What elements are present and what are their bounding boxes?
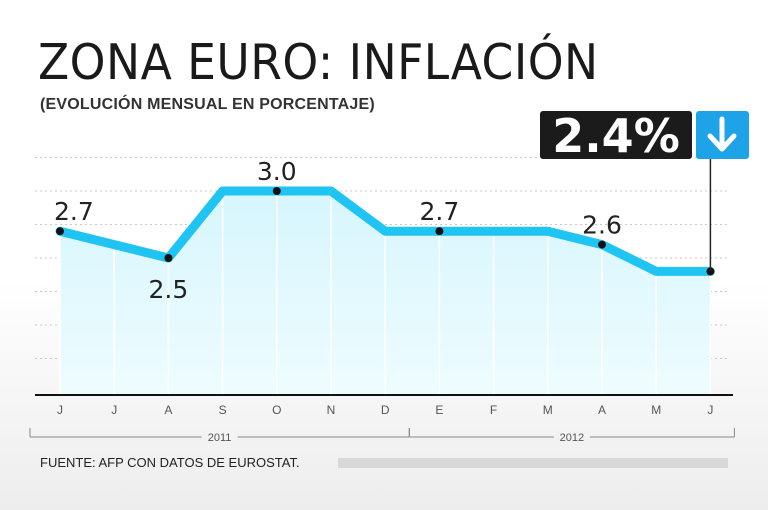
- arrow-head: [707, 133, 737, 152]
- x-tick-label: A: [164, 403, 172, 417]
- data-point: [56, 227, 64, 236]
- data-label: 2.7: [420, 197, 460, 226]
- area-layer: [59, 191, 712, 395]
- chart-title: ZONA EURO: INFLACIÓN: [38, 34, 599, 91]
- data-label: 2.7: [54, 197, 94, 226]
- data-point: [164, 254, 173, 262]
- x-tick-label: F: [490, 403, 497, 417]
- chart-subtitle: (EVOLUCIÓN MENSUAL EN PORCENTAJE): [40, 96, 375, 113]
- x-tick-label: S: [219, 403, 227, 417]
- data-labels: 2.7 2.5 3.0 2.7 2.6: [54, 157, 622, 304]
- x-tick-label: M: [651, 403, 661, 417]
- source-note: FUENTE: AFP CON DATOS DE EUROSTAT.: [40, 455, 300, 470]
- x-tick-label: M: [543, 403, 553, 417]
- data-point: [435, 227, 444, 236]
- x-tick-label: J: [111, 403, 117, 417]
- data-label: 2.5: [149, 275, 189, 304]
- source-bar: [338, 458, 728, 468]
- x-tick-label: D: [381, 403, 390, 417]
- x-tick-label: O: [272, 403, 281, 417]
- value-badge: [540, 111, 692, 159]
- data-point: [272, 187, 281, 195]
- year-label: 2011: [208, 432, 232, 444]
- x-tick-label: N: [327, 403, 336, 417]
- data-points: [56, 187, 715, 276]
- data-label: 2.6: [582, 211, 622, 240]
- x-tick-label: A: [598, 403, 606, 417]
- year-label: 2012: [560, 432, 584, 444]
- arrow-down-icon: [707, 116, 737, 152]
- data-point: [598, 240, 606, 249]
- x-tick-label: J: [707, 403, 713, 417]
- x-axis: J J A S O N D E F M A M J 2011 2012: [29, 394, 735, 444]
- latest-value-callout: 2.4%: [540, 109, 749, 272]
- value-badge-text: 2.4%: [552, 109, 680, 163]
- x-tick-label: J: [57, 403, 63, 417]
- x-tick-label: E: [435, 403, 443, 417]
- data-label: 3.0: [257, 157, 297, 186]
